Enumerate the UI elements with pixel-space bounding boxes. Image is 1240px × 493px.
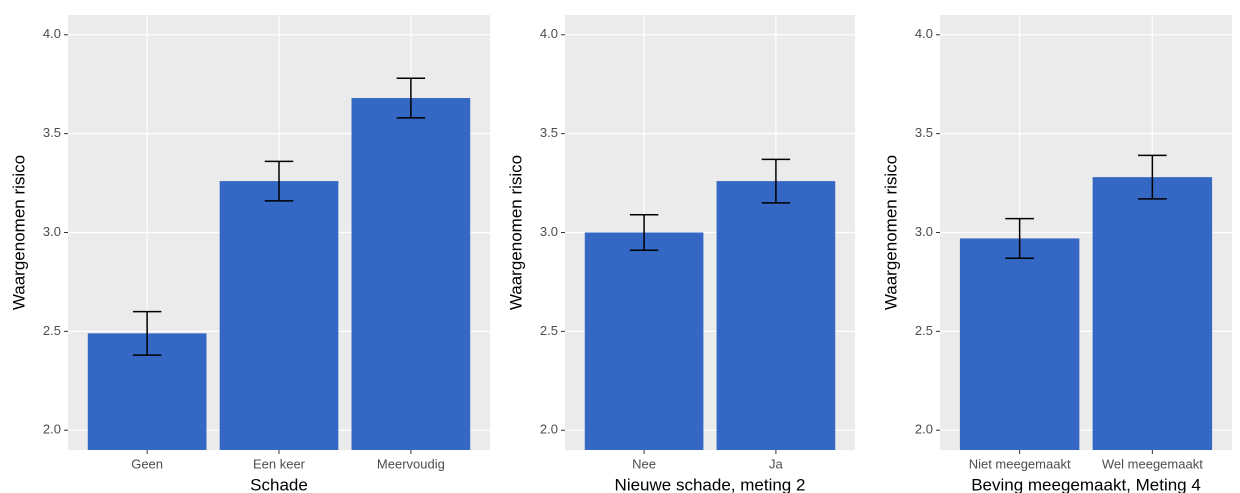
- y-tick-label: 3.0: [43, 224, 61, 239]
- x-tick-label: Ja: [769, 456, 784, 471]
- x-tick-label: Nee: [632, 456, 656, 471]
- y-tick-label: 2.0: [540, 422, 558, 437]
- y-tick-label: 3.5: [540, 125, 558, 140]
- x-axis-title: Schade: [250, 475, 308, 493]
- y-tick-label: 3.5: [43, 125, 61, 140]
- y-axis-title: Waargenomen risico: [9, 155, 28, 310]
- x-tick-label: Een keer: [253, 456, 306, 471]
- y-axis-title: Waargenomen risico: [506, 155, 525, 310]
- y-axis-title: Waargenomen risico: [881, 155, 900, 310]
- y-tick-label: 4.0: [915, 26, 933, 41]
- bar: [716, 181, 836, 450]
- bar: [1092, 177, 1213, 451]
- x-axis-title: Beving meegemaakt, Meting 4: [971, 475, 1201, 493]
- y-tick-label: 4.0: [540, 26, 558, 41]
- bar: [584, 232, 704, 450]
- y-tick-label: 2.5: [915, 323, 933, 338]
- y-tick-label: 2.0: [915, 422, 933, 437]
- y-tick-label: 2.5: [540, 323, 558, 338]
- y-tick-label: 3.0: [915, 224, 933, 239]
- x-tick-label: Wel meegemaakt: [1102, 456, 1203, 471]
- bar: [959, 238, 1080, 450]
- x-tick-label: Geen: [131, 456, 163, 471]
- y-tick-label: 2.5: [43, 323, 61, 338]
- y-tick-label: 4.0: [43, 26, 61, 41]
- y-tick-label: 3.0: [540, 224, 558, 239]
- y-tick-label: 2.0: [43, 422, 61, 437]
- bar: [351, 98, 471, 450]
- y-tick-label: 3.5: [915, 125, 933, 140]
- bar: [219, 181, 339, 450]
- x-axis-title: Nieuwe schade, meting 2: [615, 475, 806, 493]
- x-tick-label: Niet meegemaakt: [969, 456, 1071, 471]
- x-tick-label: Meervoudig: [377, 456, 445, 471]
